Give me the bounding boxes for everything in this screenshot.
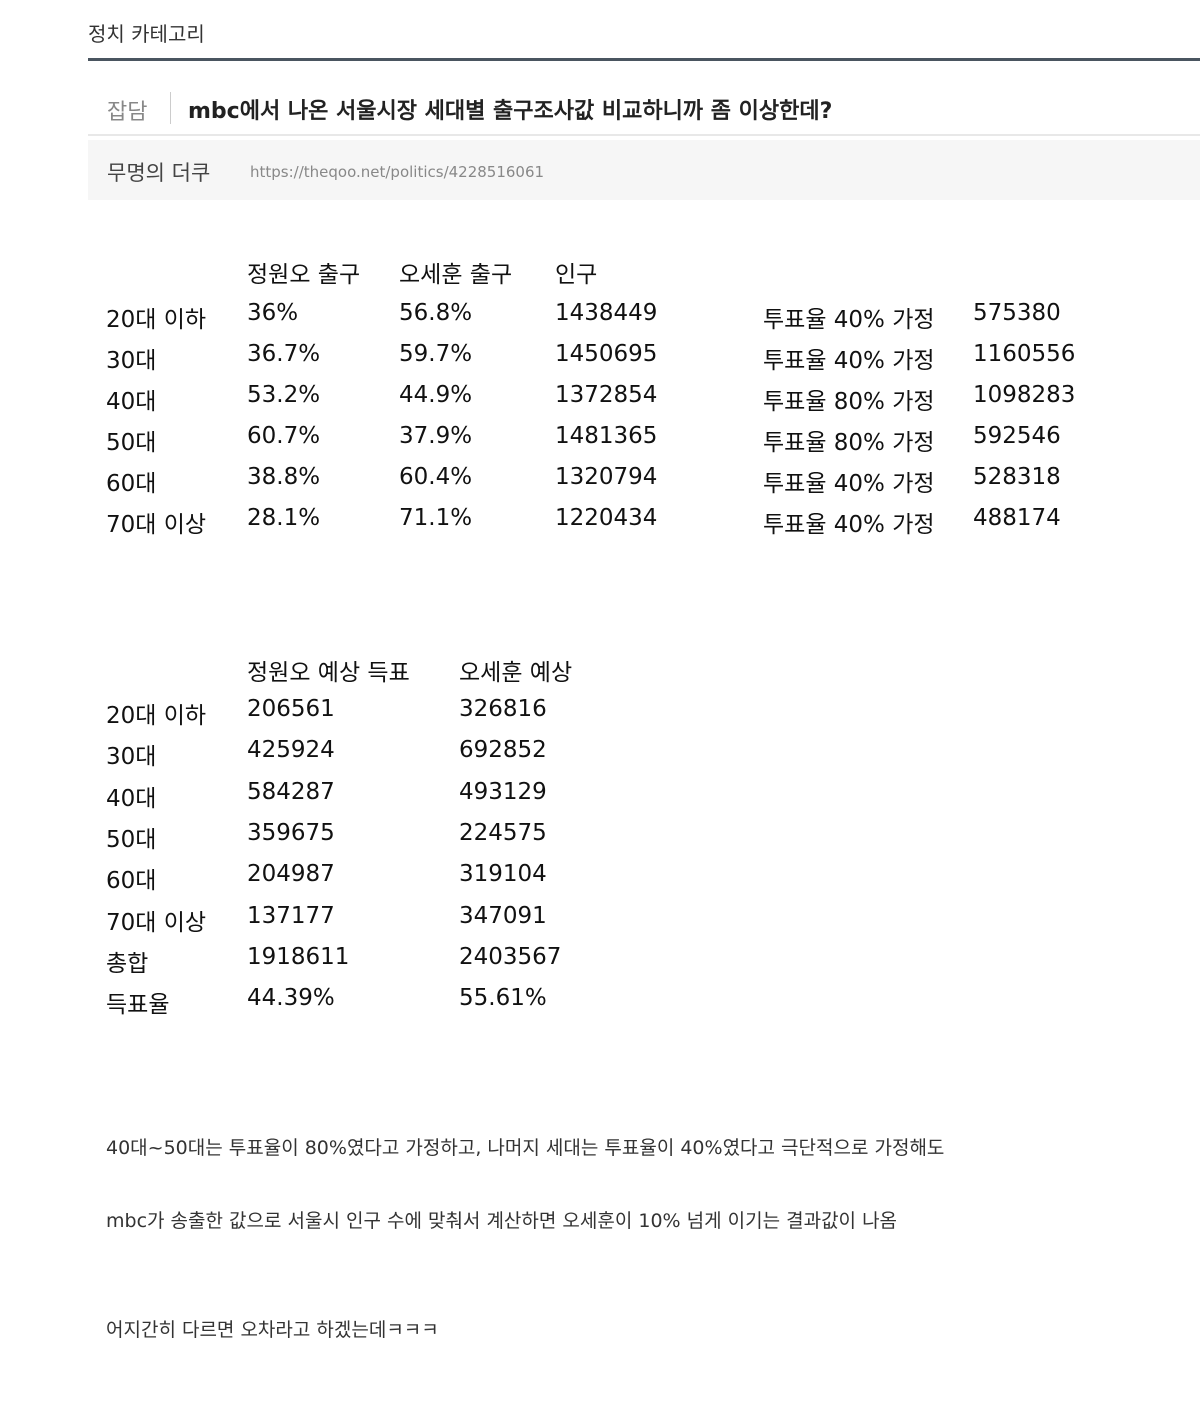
table-cell: 36%: [247, 300, 299, 326]
table-cell: 71.1%: [399, 505, 473, 531]
table-cell: 206561: [247, 696, 335, 722]
row-label: 20대 이하: [106, 703, 207, 729]
row-label: 60대: [106, 471, 157, 497]
table-cell: 투표율 40% 가정: [763, 471, 935, 497]
table-cell: 1438449: [555, 300, 658, 326]
post-tag[interactable]: 잡담: [107, 100, 148, 125]
paragraph: 어지간히 다르면 오차라고 하겠는데ㅋㅋㅋ: [106, 1319, 439, 1341]
row-label: 총합: [106, 950, 149, 977]
table-header: 인구: [555, 262, 598, 288]
table-cell: 56.8%: [399, 300, 473, 326]
table-header: 오세훈 예상: [459, 660, 573, 686]
table-cell: 투표율 80% 가정: [763, 430, 935, 456]
table-header: 오세훈 출구: [399, 262, 513, 288]
table-cell: 1220434: [555, 505, 658, 531]
row-label: 20대 이하: [106, 307, 207, 333]
divider: [88, 134, 1200, 136]
author: 무명의 더쿠: [107, 161, 211, 185]
table-cell: 488174: [973, 505, 1061, 531]
table-cell: 투표율 40% 가정: [763, 348, 935, 374]
table-cell: 592546: [973, 423, 1061, 449]
table-cell: 359675: [247, 819, 335, 846]
row-label: 50대: [106, 826, 157, 853]
separator: [170, 92, 171, 124]
table-cell: 692852: [459, 737, 547, 764]
table-cell: 투표율 40% 가정: [763, 512, 935, 538]
table-cell: 53.2%: [247, 382, 321, 408]
post-meta: [88, 140, 1200, 200]
row-label: 30대: [106, 744, 157, 771]
table-cell: 584287: [247, 778, 335, 805]
row-label: 30대: [106, 348, 157, 374]
post-title: mbc에서 나온 서울시장 세대별 출구조사값 비교하니까 좀 이상한데?: [188, 99, 833, 124]
table-cell: 44.39%: [247, 985, 335, 1012]
table-cell: 44.9%: [399, 382, 473, 408]
row-label: 70대 이상: [106, 909, 207, 936]
table-cell: 투표율 40% 가정: [763, 307, 935, 333]
table-cell: 60.4%: [399, 464, 473, 490]
post-url[interactable]: https://theqoo.net/politics/4228516061: [250, 163, 545, 181]
table-cell: 137177: [247, 902, 335, 929]
table-cell: 575380: [973, 300, 1061, 326]
paragraph: mbc가 송출한 값으로 서울시 인구 수에 맞춰서 계산하면 오세훈이 10%…: [106, 1210, 898, 1232]
category[interactable]: 정치 카테고리: [88, 22, 205, 46]
table-cell: 36.7%: [247, 341, 321, 367]
table-cell: 1320794: [555, 464, 658, 490]
row-label: 60대: [106, 868, 157, 895]
table-cell: 319104: [459, 861, 547, 888]
divider: [88, 58, 1200, 61]
table-cell: 326816: [459, 696, 547, 722]
table-cell: 60.7%: [247, 423, 321, 449]
row-label: 50대: [106, 430, 157, 456]
table-cell: 1160556: [973, 341, 1076, 367]
table-cell: 224575: [459, 819, 547, 846]
table-cell: 59.7%: [399, 341, 473, 367]
table-cell: 28.1%: [247, 505, 321, 531]
table-cell: 투표율 80% 가정: [763, 389, 935, 415]
row-label: 70대 이상: [106, 512, 207, 538]
row-label: 득표율: [106, 992, 170, 1019]
table-cell: 204987: [247, 861, 335, 888]
row-label: 40대: [106, 785, 157, 812]
table-cell: 1450695: [555, 341, 658, 367]
table-cell: 2403567: [459, 943, 562, 970]
row-label: 40대: [106, 389, 157, 415]
table-header: 정원오 출구: [247, 262, 361, 288]
table-cell: 38.8%: [247, 464, 321, 490]
table-cell: 1372854: [555, 382, 658, 408]
table-cell: 55.61%: [459, 985, 547, 1012]
paragraph: 40대~50대는 투표율이 80%였다고 가정하고, 나머지 세대는 투표율이 …: [106, 1137, 945, 1159]
table-cell: 37.9%: [399, 423, 473, 449]
table-cell: 425924: [247, 737, 335, 764]
table-cell: 1918611: [247, 943, 350, 970]
table-cell: 493129: [459, 778, 547, 805]
table-cell: 528318: [973, 464, 1061, 490]
table-cell: 1098283: [973, 382, 1076, 408]
table-header: 정원오 예상 득표: [247, 660, 410, 686]
table-cell: 1481365: [555, 423, 658, 449]
table-cell: 347091: [459, 902, 547, 929]
